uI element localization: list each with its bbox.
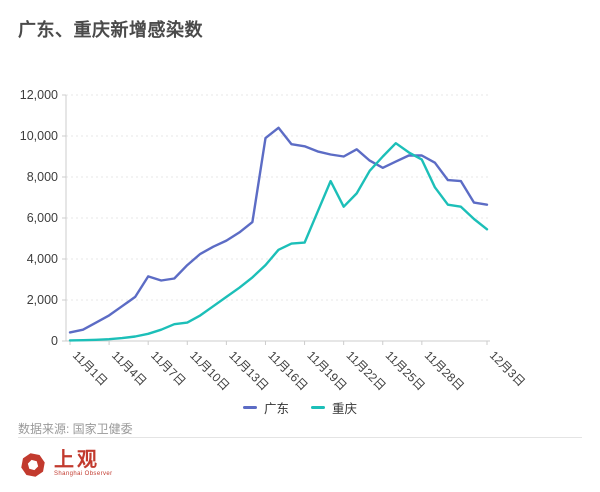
x-axis-label: 11月13日 xyxy=(226,348,271,393)
x-axis-label: 11月4日 xyxy=(109,348,149,388)
y-axis-label: 6,000 xyxy=(27,211,58,225)
y-axis-label: 2,000 xyxy=(27,293,58,307)
logo-subtitle: Shanghai Observer xyxy=(54,471,113,477)
legend-label-chongqing: 重庆 xyxy=(332,402,358,416)
chart-legend: 广东 重庆 xyxy=(0,398,600,417)
data-source-note: 数据来源: 国家卫健委 xyxy=(18,422,133,436)
y-axis-label: 4,000 xyxy=(27,252,58,266)
guangdong-line-marker xyxy=(242,406,257,409)
line-chart: 02,0004,0006,0008,00010,00012,00011月1日11… xyxy=(20,88,528,393)
observer-seal-icon xyxy=(21,453,45,477)
y-axis-label: 8,000 xyxy=(27,170,58,184)
legend-label-guangdong: 广东 xyxy=(263,402,289,416)
y-axis-label: 12,000 xyxy=(20,88,58,102)
seal-octagon xyxy=(21,453,45,477)
legend-item-guangdong[interactable]: 广东 xyxy=(242,398,289,417)
x-axis-label: 11月16日 xyxy=(265,348,310,393)
x-axis-label: 11月28日 xyxy=(422,348,467,393)
x-axis-label: 11月19日 xyxy=(304,348,349,393)
page-title: 广东、重庆新增感染数 xyxy=(18,20,203,40)
x-axis-label: 11月1日 xyxy=(70,348,110,388)
legend-item-chongqing[interactable]: 重庆 xyxy=(311,398,357,417)
x-axis-label: 11月22日 xyxy=(344,348,389,393)
chongqing-series-line xyxy=(68,141,489,342)
x-axis-label: 12月3日 xyxy=(487,348,528,389)
shanghai-observer-logo: 上观 Shanghai Observer xyxy=(18,449,113,481)
guangdong-series-line xyxy=(68,126,489,334)
footer-divider xyxy=(18,437,582,438)
x-axis-label: 11月10日 xyxy=(187,348,232,393)
x-axis-label: 11月7日 xyxy=(148,348,188,388)
logo-name: 上观 xyxy=(54,449,100,471)
x-axis-label: 11月25日 xyxy=(383,348,428,393)
chongqing-line-marker xyxy=(311,406,325,409)
y-axis-label: 10,000 xyxy=(20,129,58,143)
y-axis-label: 0 xyxy=(51,334,58,348)
